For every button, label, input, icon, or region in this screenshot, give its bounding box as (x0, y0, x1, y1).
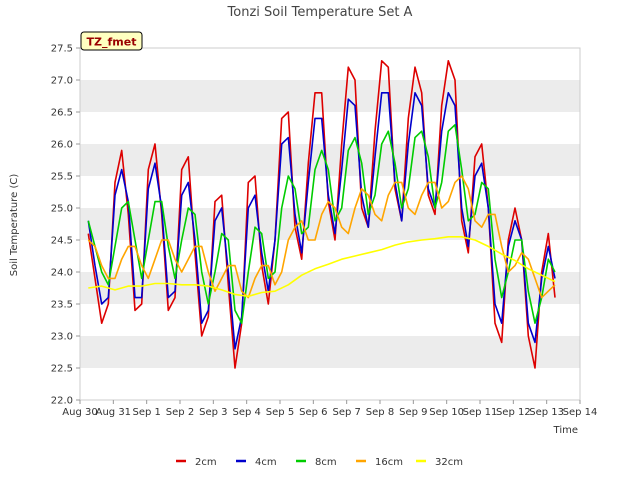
x-tick-label: Sep 8 (366, 407, 394, 418)
legend-label-16cm: 16cm (375, 457, 403, 468)
grid-band (80, 80, 580, 112)
x-tick-label: Sep 11 (463, 407, 498, 418)
legend-label-4cm: 4cm (255, 457, 277, 468)
site-badge: TZ_fmet (80, 31, 143, 51)
series-line-16cm (87, 175, 556, 299)
x-tick-label: Sep 13 (529, 407, 564, 418)
x-tick-label: Sep 1 (132, 407, 160, 418)
x-tick-label: Aug 30 (62, 407, 97, 418)
y-tick-label: 23.5 (51, 300, 73, 311)
legend-label-2cm: 2cm (195, 457, 217, 468)
legend-label-8cm: 8cm (315, 457, 337, 468)
series-layer (87, 59, 556, 369)
chart-title: Tonzi Soil Temperature Set A (227, 5, 413, 20)
y-tick-label: 24.5 (51, 236, 73, 247)
series-line-8cm (87, 124, 556, 325)
x-tick-label: Sep 5 (266, 407, 294, 418)
series-line-4cm (87, 92, 556, 350)
x-axis-label: Time (553, 425, 578, 436)
grid-band (80, 272, 580, 304)
grid-band (80, 336, 580, 368)
y-tick-label: 26.5 (51, 108, 73, 119)
y-tick-label: 22.5 (51, 364, 73, 375)
legend: 2cm 4cm 8cm 16cm 32cm (176, 457, 463, 468)
x-tick-label: Sep 4 (232, 407, 260, 418)
y-tick-label: 22.0 (51, 396, 73, 407)
y-tick-label: 25.5 (51, 172, 73, 183)
site-badge-box (80, 31, 143, 51)
plot-frame (79, 47, 581, 401)
x-tick-label: Sep 6 (299, 407, 327, 418)
series-line-32cm (88, 236, 556, 298)
site-badge-label: TZ_fmet (87, 36, 137, 49)
y-tick-label: 26.0 (51, 140, 73, 151)
x-tick-label: Sep 10 (429, 407, 464, 418)
x-tick-label: Sep 2 (166, 407, 194, 418)
x-tick-label: Sep 12 (496, 407, 531, 418)
x-tick-label: Sep 9 (399, 407, 427, 418)
x-tick-label: Sep 3 (199, 407, 227, 418)
plot-axes: 22.0 22.5 23.0 23.5 24.0 24.5 25.0 25.5 26.0 26.5… (51, 44, 598, 419)
y-tick-label: 25.0 (51, 204, 73, 215)
y-tick-label: 27.0 (51, 76, 73, 87)
y-axis-label: Soil Temperature (C) (9, 174, 20, 277)
y-tick-label: 24.0 (51, 268, 73, 279)
x-tick-label: Sep 14 (563, 407, 598, 418)
grid-band (80, 144, 580, 176)
x-tick-label: Sep 7 (332, 407, 360, 418)
y-tick-label: 27.5 (51, 44, 73, 55)
legend-label-32cm: 32cm (435, 457, 463, 468)
x-tick-label: Aug 31 (96, 407, 131, 418)
y-tick-label: 23.0 (51, 332, 73, 343)
plot-bands (80, 48, 580, 400)
